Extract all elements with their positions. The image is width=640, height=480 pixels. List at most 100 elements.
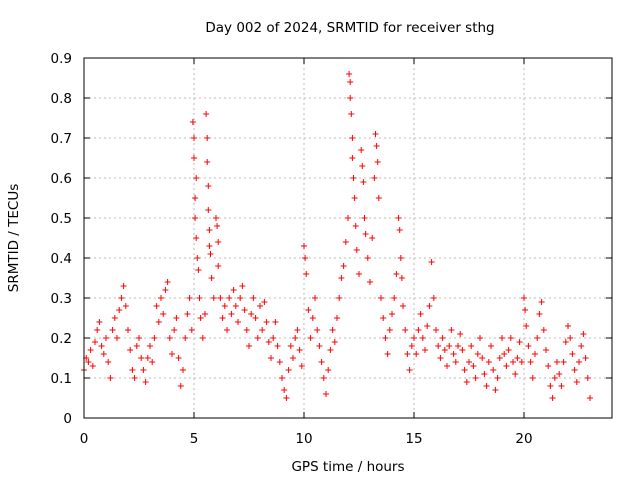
- data-point: [296, 347, 303, 353]
- data-point: [203, 111, 210, 117]
- data-point: [474, 351, 481, 357]
- data-point: [479, 355, 486, 361]
- data-point: [114, 335, 120, 341]
- data-point: [527, 359, 534, 365]
- data-point: [226, 295, 233, 301]
- data-point: [241, 307, 248, 313]
- data-point: [375, 195, 382, 201]
- data-point: [208, 275, 215, 281]
- y-tick-label: 0: [63, 411, 72, 427]
- data-point: [217, 295, 224, 301]
- data-point: [444, 363, 450, 369]
- data-point: [307, 335, 314, 341]
- data-point: [327, 347, 334, 353]
- data-point: [437, 355, 444, 361]
- data-point: [351, 195, 358, 201]
- data-point: [485, 359, 492, 365]
- data-point: [199, 335, 206, 341]
- data-point: [142, 379, 149, 385]
- y-tick-label: 0.8: [51, 91, 72, 107]
- data-point: [248, 311, 255, 317]
- data-point: [378, 295, 384, 301]
- data-point: [367, 279, 373, 285]
- data-point: [496, 355, 503, 361]
- data-point: [505, 347, 512, 353]
- data-point: [195, 267, 202, 273]
- y-tick-label: 0.4: [51, 251, 72, 267]
- data-point: [89, 363, 96, 369]
- data-point: [257, 303, 263, 309]
- data-point: [177, 383, 184, 389]
- data-point: [173, 315, 180, 321]
- y-tick-label: 0.2: [51, 331, 72, 347]
- data-point: [503, 363, 510, 369]
- data-point: [353, 247, 360, 253]
- data-point: [580, 331, 587, 337]
- data-point: [346, 71, 353, 77]
- data-point: [384, 351, 391, 357]
- data-point: [382, 335, 389, 341]
- data-point: [250, 295, 257, 301]
- data-point: [301, 243, 307, 249]
- data-point: [516, 339, 523, 345]
- data-point: [349, 155, 356, 161]
- data-point: [547, 383, 554, 389]
- data-point: [205, 183, 212, 189]
- data-point: [215, 263, 222, 269]
- data-point: [169, 351, 175, 357]
- data-point: [228, 311, 235, 317]
- data-point: [525, 343, 532, 349]
- data-point: [352, 223, 359, 229]
- data-point: [164, 279, 171, 285]
- data-point: [171, 327, 178, 333]
- plot-frame: [83, 57, 613, 419]
- data-point: [448, 327, 455, 333]
- data-point: [338, 275, 345, 281]
- data-point: [490, 367, 497, 373]
- data-point: [404, 351, 411, 357]
- data-point: [441, 347, 448, 353]
- data-point: [461, 367, 468, 373]
- data-point: [87, 347, 94, 353]
- data-point: [415, 327, 422, 333]
- data-point: [393, 271, 400, 277]
- data-point: [426, 303, 433, 309]
- data-point: [125, 327, 131, 333]
- data-point: [105, 359, 112, 365]
- data-point: [545, 363, 552, 369]
- data-point: [224, 327, 230, 333]
- data-point: [230, 287, 237, 293]
- data-point: [140, 367, 147, 373]
- data-point: [122, 303, 129, 309]
- data-point: [294, 327, 301, 333]
- data-point: [576, 359, 582, 365]
- data-point: [348, 111, 355, 117]
- data-point: [98, 343, 105, 349]
- data-point: [534, 335, 541, 341]
- data-point: [386, 327, 393, 333]
- data-point: [452, 359, 459, 365]
- data-point: [309, 315, 316, 321]
- data-point: [556, 371, 563, 377]
- data-point: [94, 327, 101, 333]
- data-point: [207, 251, 214, 257]
- data-point: [193, 175, 200, 181]
- data-point: [569, 351, 576, 357]
- data-point: [109, 327, 116, 333]
- data-point: [347, 79, 354, 85]
- data-point: [523, 323, 530, 329]
- data-point: [512, 371, 519, 377]
- data-point: [204, 159, 211, 165]
- data-point: [246, 343, 252, 349]
- data-point: [149, 359, 156, 365]
- data-point: [380, 315, 387, 321]
- data-point: [166, 335, 173, 341]
- data-point: [259, 327, 266, 333]
- data-point: [428, 259, 435, 265]
- y-tick-label: 0.1: [51, 371, 72, 387]
- data-point: [182, 335, 189, 341]
- data-point: [285, 367, 292, 373]
- data-point: [356, 271, 362, 277]
- data-point: [551, 375, 558, 381]
- data-point: [413, 351, 420, 357]
